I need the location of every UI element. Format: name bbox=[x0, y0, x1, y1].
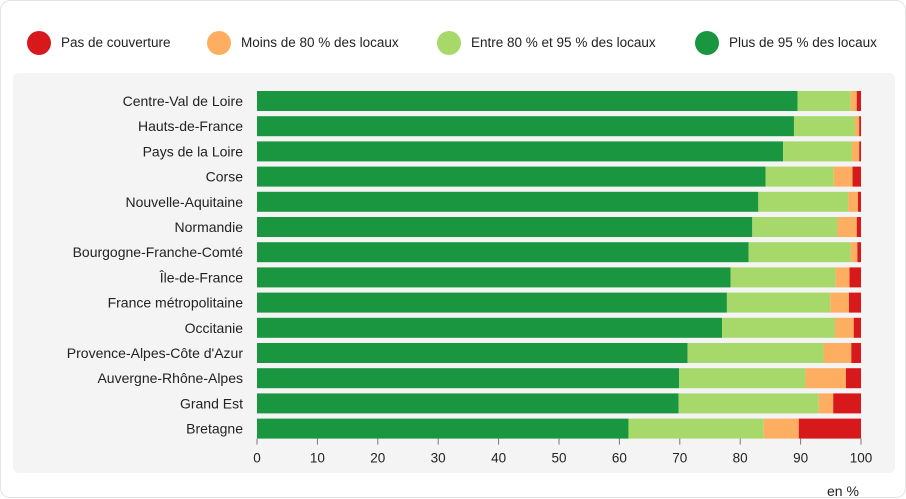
bar-segment-plus-de-95-des-locaux bbox=[257, 242, 749, 263]
bar-segment-pas-de-couverture bbox=[853, 317, 861, 338]
bar-segment-plus-de-95-des-locaux bbox=[257, 343, 688, 363]
bar-segment-moins-de-80-des-locaux bbox=[854, 116, 860, 137]
x-tick-label: 80 bbox=[733, 451, 748, 466]
bar-segment-moins-de-80-des-locaux bbox=[850, 242, 858, 263]
x-tick-label: 40 bbox=[491, 451, 506, 466]
bar-segment-plus-de-95-des-locaux bbox=[257, 267, 731, 288]
bar-segment-pas-de-couverture bbox=[851, 343, 861, 363]
bar-segment-plus-de-95-des-locaux bbox=[257, 217, 753, 237]
bar-segment-pas-de-couverture bbox=[852, 166, 861, 187]
category-label: Provence-Alpes-Côte d'Azur bbox=[67, 345, 244, 361]
bar-segment-entre-80-et-95-des-locaux bbox=[793, 116, 855, 137]
bar-segment-plus-de-95-des-locaux bbox=[257, 292, 727, 313]
bar-segment-entre-80-et-95-des-locaux bbox=[730, 267, 836, 288]
category-label: France métropolitaine bbox=[108, 295, 244, 311]
legend-label: Moins de 80 % des locaux bbox=[241, 35, 399, 50]
legend-swatch bbox=[27, 31, 51, 55]
bar-segment-plus-de-95-des-locaux bbox=[257, 141, 784, 162]
bar-segment-entre-80-et-95-des-locaux bbox=[678, 393, 819, 414]
bar-segment-moins-de-80-des-locaux bbox=[763, 418, 799, 439]
category-label: Grand Est bbox=[180, 395, 243, 411]
category-label: Nouvelle-Aquitaine bbox=[125, 194, 243, 210]
category-label: Hauts-de-France bbox=[138, 118, 243, 134]
bar-segment-pas-de-couverture bbox=[798, 418, 861, 439]
x-tick-label: 90 bbox=[793, 451, 808, 466]
bar-segment-moins-de-80-des-locaux bbox=[805, 368, 846, 389]
bar-segment-moins-de-80-des-locaux bbox=[850, 91, 857, 111]
category-label: Île-de-France bbox=[159, 269, 243, 285]
x-tick-label: 20 bbox=[370, 451, 385, 466]
x-tick-label: 50 bbox=[551, 451, 566, 466]
category-label: Auvergne-Rhône-Alpes bbox=[97, 370, 243, 386]
bar-segment-plus-de-95-des-locaux bbox=[257, 191, 759, 212]
bar-segment-moins-de-80-des-locaux bbox=[823, 343, 852, 363]
x-tick-label: 60 bbox=[612, 451, 627, 466]
bar-segment-plus-de-95-des-locaux bbox=[257, 166, 766, 187]
category-label: Pays de la Loire bbox=[143, 143, 244, 159]
bar-segment-entre-80-et-95-des-locaux bbox=[752, 217, 838, 237]
bar-segment-plus-de-95-des-locaux bbox=[257, 116, 794, 137]
bar-segment-plus-de-95-des-locaux bbox=[257, 317, 723, 338]
bar-segment-plus-de-95-des-locaux bbox=[257, 91, 798, 111]
bar-segment-pas-de-couverture bbox=[833, 393, 861, 414]
bar-segment-moins-de-80-des-locaux bbox=[848, 191, 858, 212]
category-label: Bourgogne-Franche-Comté bbox=[73, 244, 244, 260]
bar-segment-pas-de-couverture bbox=[849, 267, 861, 288]
category-label: Normandie bbox=[175, 219, 244, 235]
bar-segment-plus-de-95-des-locaux bbox=[257, 368, 680, 389]
unit-label: en % bbox=[827, 483, 859, 499]
legend-label: Entre 80 % et 95 % des locaux bbox=[471, 35, 656, 50]
bar-segment-plus-de-95-des-locaux bbox=[257, 393, 679, 414]
bar-segment-moins-de-80-des-locaux bbox=[851, 141, 860, 162]
bar-segment-entre-80-et-95-des-locaux bbox=[758, 191, 849, 212]
bar-segment-entre-80-et-95-des-locaux bbox=[687, 343, 824, 363]
legend-label: Plus de 95 % des locaux bbox=[729, 35, 877, 50]
legend-swatch bbox=[695, 31, 719, 55]
bar-segment-pas-de-couverture bbox=[859, 141, 861, 162]
bar-segment-moins-de-80-des-locaux bbox=[835, 267, 850, 288]
bar-segment-pas-de-couverture bbox=[857, 242, 861, 263]
bar-segment-pas-de-couverture bbox=[857, 191, 861, 212]
bar-segment-pas-de-couverture bbox=[848, 292, 861, 313]
bar-segment-pas-de-couverture bbox=[859, 116, 861, 137]
legend-label: Pas de couverture bbox=[61, 35, 171, 50]
legend-swatch bbox=[437, 31, 461, 55]
bar-segment-entre-80-et-95-des-locaux bbox=[783, 141, 852, 162]
category-label: Occitanie bbox=[185, 320, 244, 336]
x-tick-label: 0 bbox=[253, 451, 261, 466]
x-tick-label: 30 bbox=[431, 451, 446, 466]
category-label: Centre-Val de Loire bbox=[123, 93, 244, 109]
bar-segment-pas-de-couverture bbox=[856, 91, 861, 111]
bar-segment-entre-80-et-95-des-locaux bbox=[797, 91, 851, 111]
bar-segment-entre-80-et-95-des-locaux bbox=[765, 166, 834, 187]
category-label: Corse bbox=[206, 169, 244, 185]
x-tick-label: 100 bbox=[850, 451, 873, 466]
bar-segment-pas-de-couverture bbox=[856, 217, 861, 237]
bar-segment-moins-de-80-des-locaux bbox=[837, 217, 857, 237]
bar-segment-pas-de-couverture bbox=[845, 368, 861, 389]
bar-segment-entre-80-et-95-des-locaux bbox=[679, 368, 806, 389]
bar-segment-entre-80-et-95-des-locaux bbox=[726, 292, 831, 313]
bar-segment-moins-de-80-des-locaux bbox=[818, 393, 834, 414]
category-label: Bretagne bbox=[186, 421, 243, 437]
bar-segment-entre-80-et-95-des-locaux bbox=[628, 418, 764, 439]
bar-segment-moins-de-80-des-locaux bbox=[835, 317, 854, 338]
legend-swatch bbox=[207, 31, 231, 55]
bar-segment-entre-80-et-95-des-locaux bbox=[722, 317, 836, 338]
bar-segment-moins-de-80-des-locaux bbox=[833, 166, 853, 187]
x-tick-label: 10 bbox=[310, 451, 325, 466]
bar-segment-entre-80-et-95-des-locaux bbox=[748, 242, 851, 263]
bar-segment-moins-de-80-des-locaux bbox=[830, 292, 849, 313]
x-tick-label: 70 bbox=[672, 451, 687, 466]
bar-segment-plus-de-95-des-locaux bbox=[257, 418, 629, 439]
